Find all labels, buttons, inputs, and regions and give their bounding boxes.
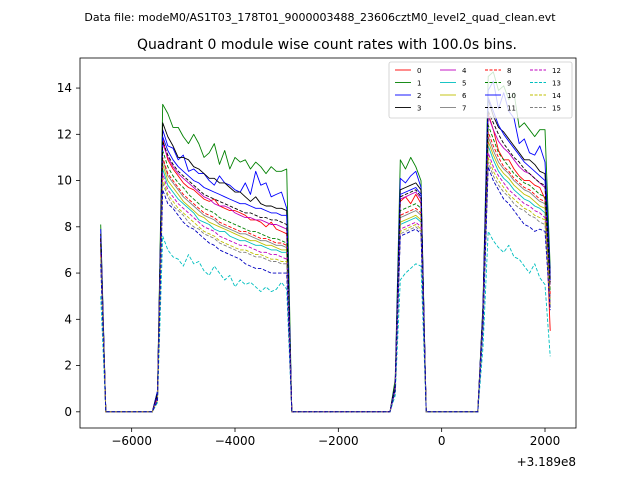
axes-border (79, 57, 577, 429)
series-line-5 (100, 145, 551, 413)
series-line-10 (100, 96, 551, 413)
legend-label-3: 3 (417, 105, 421, 113)
series-line-11 (100, 110, 551, 413)
figure-suptitle: Data file: modeM0/AS1T03_178T01_90000034… (84, 11, 556, 24)
series-line-dip (100, 166, 551, 413)
legend-label-2: 2 (417, 92, 421, 100)
series-line-15 (100, 161, 551, 413)
legend-label-1: 1 (417, 80, 421, 88)
y-tick-label-4: 8 (64, 220, 72, 234)
legend-label-14: 14 (552, 92, 561, 100)
legend-label-6: 6 (462, 92, 467, 100)
series-line-4 (100, 115, 551, 413)
series-line-8 (100, 131, 551, 413)
legend-label-15: 15 (552, 105, 561, 113)
x-axis: −6000 −4000 −2000 0 2000 (111, 428, 560, 448)
x-tick-label-4: 2000 (530, 434, 561, 448)
series-line-14 (100, 156, 551, 413)
series-line-9 (100, 124, 551, 413)
legend-label-13: 13 (552, 80, 561, 88)
legend-label-5: 5 (462, 80, 466, 88)
legend-label-4: 4 (462, 67, 467, 75)
y-tick-label-7: 14 (57, 81, 72, 95)
series-line-6 (100, 140, 551, 413)
series-line-12 (100, 152, 551, 413)
y-tick-label-2: 4 (64, 312, 72, 326)
chart-title: Quadrant 0 module wise count rates with … (137, 37, 517, 53)
x-tick-label-1: −4000 (215, 434, 256, 448)
legend-label-11: 11 (507, 105, 516, 113)
legend-label-8: 8 (507, 67, 511, 75)
legend-label-9: 9 (507, 80, 511, 88)
series-layer (100, 71, 551, 413)
series-line-7 (100, 136, 551, 413)
legend-label-0: 0 (417, 67, 421, 75)
y-tick-label-3: 6 (64, 266, 72, 280)
y-tick-label-0: 0 (64, 405, 72, 419)
y-tick-label-1: 2 (64, 359, 72, 373)
legend-label-10: 10 (507, 92, 516, 100)
y-axis: 0 2 4 6 8 10 12 14 (57, 81, 80, 419)
legend-label-7: 7 (462, 105, 466, 113)
legend-box (388, 61, 573, 119)
x-tick-label-0: −6000 (111, 434, 152, 448)
x-tick-label-2: −2000 (318, 434, 359, 448)
x-tick-label-3: 0 (438, 434, 446, 448)
y-tick-label-6: 12 (57, 127, 72, 141)
series-line-13 (100, 230, 551, 413)
legend-label-12: 12 (552, 67, 561, 75)
series-line-3 (100, 99, 551, 413)
y-tick-label-5: 10 (57, 174, 72, 188)
x-offset-label: +3.189e8 (517, 455, 576, 469)
